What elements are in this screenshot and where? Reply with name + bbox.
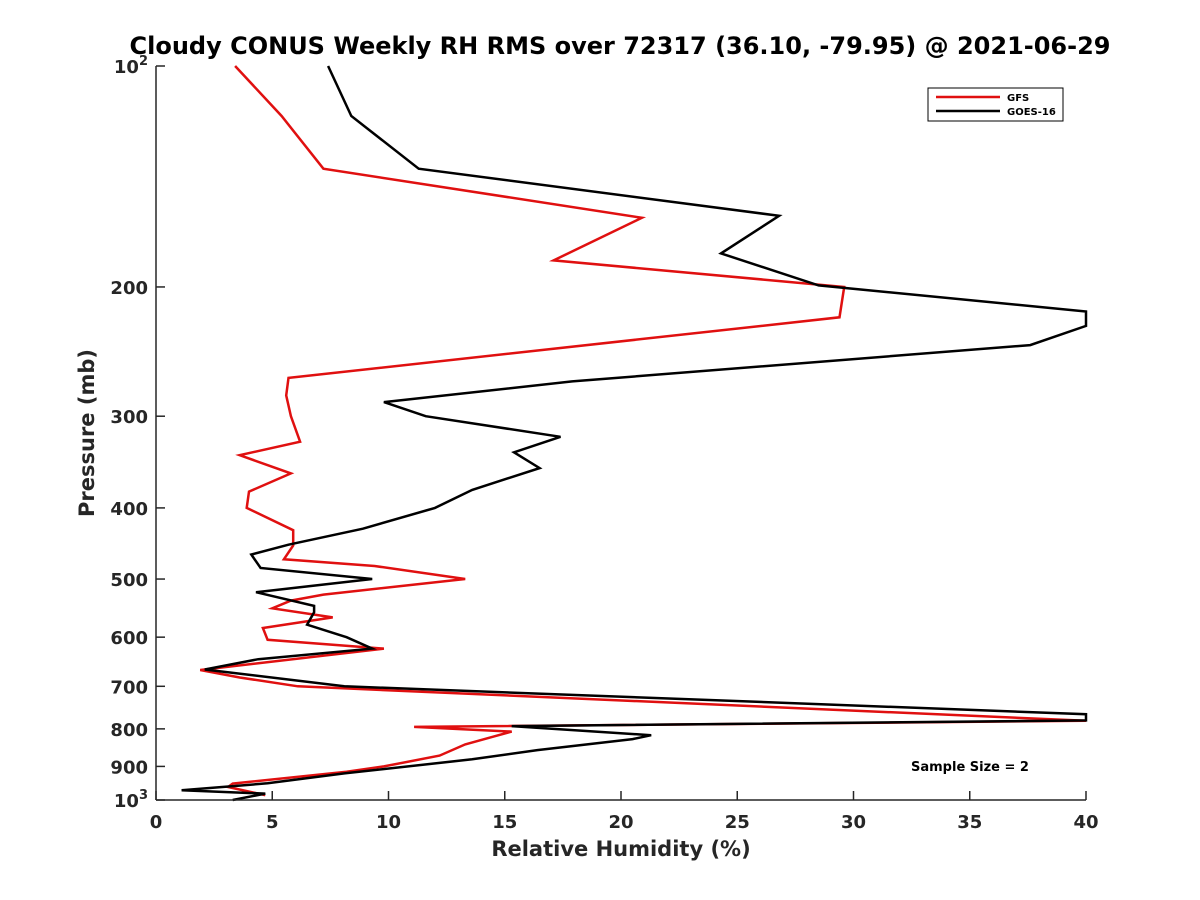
series-line-goes-16 <box>181 65 1088 802</box>
y-axis-label: Pressure (mb) <box>75 349 99 517</box>
series-line-gfs <box>199 65 1087 797</box>
x-tick-label: 10 <box>376 812 401 833</box>
y-tick-label: 700 <box>110 677 148 698</box>
y-tick-label: 600 <box>110 628 148 649</box>
x-tick-label: 5 <box>266 812 279 833</box>
x-tick-label: 25 <box>725 812 750 833</box>
x-tick-label: 35 <box>957 812 982 833</box>
x-tick-label: 0 <box>150 812 163 833</box>
y-tick-label: 400 <box>110 499 148 520</box>
y-tick-label: 500 <box>110 570 148 591</box>
x-tick-label: 30 <box>841 812 866 833</box>
plot-area <box>156 66 1086 800</box>
y-tick-label: 102 <box>114 54 148 78</box>
legend-box <box>927 87 1064 122</box>
legend: GFS GOES-16 <box>927 87 1064 122</box>
chart-title: Cloudy CONUS Weekly RH RMS over 72317 (3… <box>130 32 1111 60</box>
x-axis-ticks: 0 5 10 15 20 25 30 35 40 <box>150 791 1099 833</box>
y-axis-ticks: 102 200 300 400 500 600 700 800 900 103 <box>110 54 165 812</box>
y-tick-label: 800 <box>110 720 148 741</box>
legend-label-gfs: GFS <box>1007 93 1029 104</box>
y-tick-label: 200 <box>110 278 148 299</box>
y-tick-label: 300 <box>110 407 148 428</box>
series-layer <box>181 65 1088 802</box>
sample-size-annotation: Sample Size = 2 <box>911 760 1029 775</box>
x-tick-label: 40 <box>1073 812 1098 833</box>
x-tick-label: 15 <box>492 812 517 833</box>
x-tick-label: 20 <box>608 812 633 833</box>
legend-label-goes-16: GOES-16 <box>1007 107 1056 118</box>
y-tick-label: 900 <box>110 757 148 778</box>
y-tick-label: 103 <box>114 788 148 812</box>
x-axis-label: Relative Humidity (%) <box>491 837 750 861</box>
